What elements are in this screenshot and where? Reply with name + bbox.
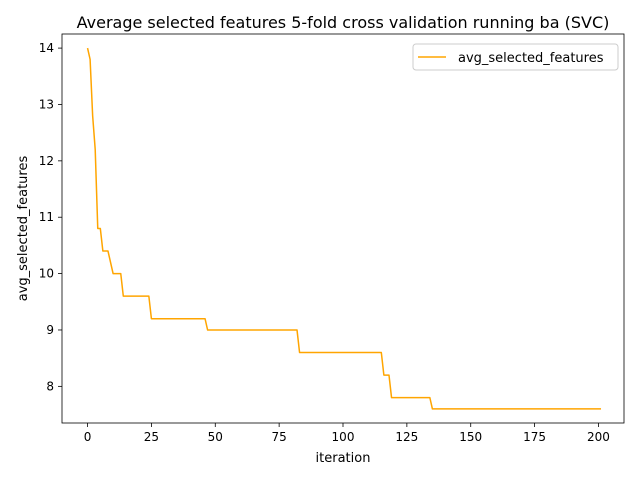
legend-label: avg_selected_features: [458, 51, 604, 66]
series-line: [86, 47, 602, 410]
x-tick-label: 0: [84, 430, 92, 444]
x-tick-label: 50: [208, 430, 223, 444]
y-tick-label: 13: [39, 97, 54, 111]
y-tick-label: 9: [46, 323, 54, 337]
x-tick-label: 125: [395, 430, 418, 444]
y-axis-label: avg_selected_features: [16, 156, 31, 302]
x-axis-label: iteration: [316, 451, 371, 466]
y-axis: 8 9 10 11 12 13 14: [39, 41, 62, 393]
x-tick-label: 25: [144, 430, 159, 444]
y-tick-label: 12: [39, 154, 54, 168]
y-tick-label: 10: [39, 267, 54, 281]
x-tick-label: 175: [523, 430, 546, 444]
x-axis: 0 25 50 75 100 125 150 175 200: [84, 423, 610, 444]
legend-box: [412, 43, 619, 71]
x-tick-label: 75: [271, 430, 286, 444]
x-tick-label: 150: [459, 430, 482, 444]
x-tick-label: 100: [332, 430, 355, 444]
chart-title: Average selected features 5-fold cross v…: [77, 13, 610, 32]
y-tick-label: 14: [39, 41, 54, 55]
y-tick-label: 11: [39, 210, 54, 224]
x-tick-label: 200: [587, 430, 610, 444]
series-layer: [86, 47, 602, 410]
y-tick-label: 8: [46, 379, 54, 393]
legend: avg_selected_features: [412, 43, 619, 71]
